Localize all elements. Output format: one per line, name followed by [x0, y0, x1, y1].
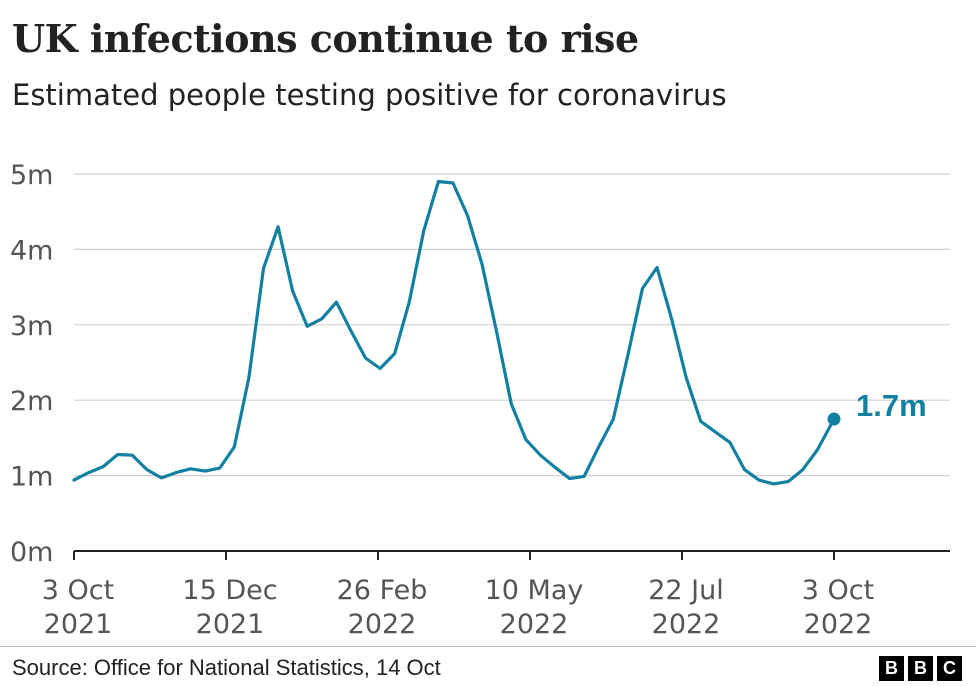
x-tick-label: 3 Oct: [42, 575, 114, 606]
annotations: 1.7m: [827, 388, 927, 426]
x-tick-label: 15 Dec: [182, 575, 277, 606]
x-tick-label-year: 2022: [652, 609, 721, 640]
latest-value-label: 1.7m: [856, 388, 927, 423]
y-tick-label: 3m: [10, 311, 53, 342]
x-tick-label: 10 May: [485, 575, 584, 606]
bbc-logo: B B C: [879, 656, 962, 681]
x-tick-label-year: 2022: [500, 609, 569, 640]
latest-point-marker: [827, 412, 841, 426]
logo-letter: B: [908, 656, 933, 681]
series-line: [72, 179, 836, 486]
logo-letter: C: [937, 656, 962, 681]
footer-divider: [0, 646, 976, 647]
chart-title: UK infections continue to rise: [12, 16, 639, 61]
x-tick-label-year: 2021: [44, 609, 113, 640]
y-tick-label: 5m: [10, 160, 53, 191]
logo-letter: B: [879, 656, 904, 681]
x-tick-label: 22 Jul: [648, 575, 724, 606]
y-tick-label: 2m: [10, 386, 53, 417]
x-tick-label: 26 Feb: [337, 575, 428, 606]
y-tick-label: 4m: [10, 235, 53, 266]
gridlines: [74, 173, 950, 477]
y-axis-tick-labels: 0m 1m 2m 3m 4m 5m: [10, 160, 53, 568]
chart-subtitle: Estimated people testing positive for co…: [12, 78, 727, 112]
x-tick-label-year: 2022: [804, 609, 873, 640]
y-tick-label: 0m: [10, 537, 53, 568]
x-tick-label: 3 Oct: [802, 575, 874, 606]
x-tick-label-year: 2022: [348, 609, 417, 640]
source-note: Source: Office for National Statistics, …: [12, 655, 441, 680]
y-tick-label: 1m: [10, 462, 53, 493]
series-line-path: [72, 179, 836, 486]
x-tick-label-year: 2021: [196, 609, 265, 640]
